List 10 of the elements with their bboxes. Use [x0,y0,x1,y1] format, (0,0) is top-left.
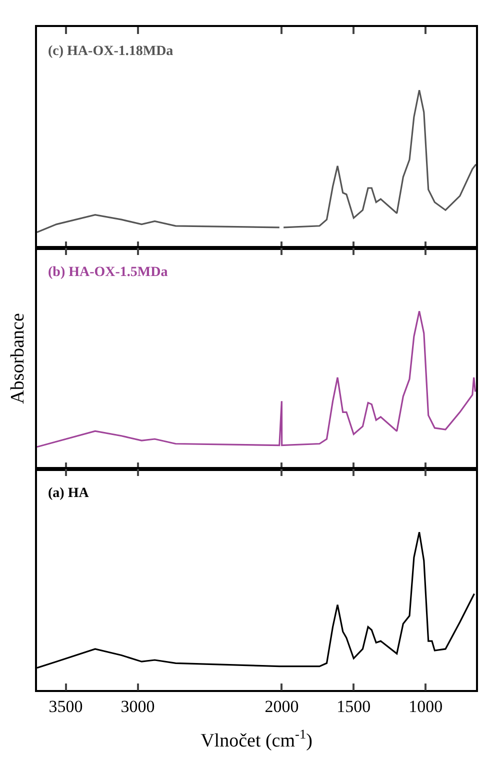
y-axis-title: Absorbance [8,313,29,404]
x-tick-label: 1500 [336,697,371,716]
chart-title: (a) HA [48,486,90,501]
chart-title: (b) HA-OX-1.5MDa [48,265,168,280]
x-axis-title: Vlnočet (cm$^{-1}$) [200,726,312,752]
x-tick-label: 2000 [264,697,299,716]
chart-title: (c) HA-OX-1.18MDa [48,44,174,59]
x-tick-label: 3500 [48,697,83,716]
x-tick-label: 1000 [408,697,443,716]
x-tick-label: 3000 [120,697,155,716]
